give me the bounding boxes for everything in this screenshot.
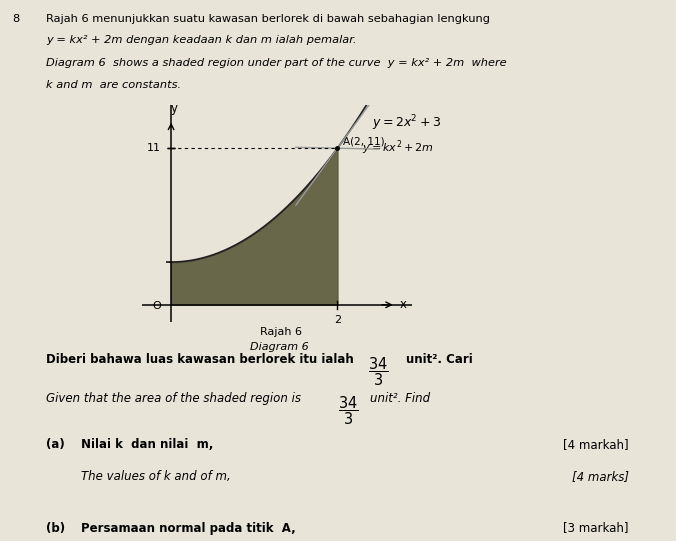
Text: Diagram 6  shows a shaded region under part of the curve  y = kx² + 2m  where: Diagram 6 shows a shaded region under pa… — [46, 58, 506, 68]
Text: A(2, 11): A(2, 11) — [343, 137, 385, 147]
Text: O: O — [152, 301, 161, 311]
Text: Diberi bahawa luas kawasan berlorek itu ialah: Diberi bahawa luas kawasan berlorek itu … — [46, 353, 354, 366]
Text: 2: 2 — [334, 315, 341, 325]
Text: Persamaan normal pada titik  A,: Persamaan normal pada titik A, — [81, 522, 296, 535]
Text: [4 markah]: [4 markah] — [563, 438, 629, 451]
Text: $y = kx^2 + 2m$: $y = kx^2 + 2m$ — [362, 138, 433, 156]
Text: The values of k and of m,: The values of k and of m, — [81, 470, 231, 483]
Text: $y = 2x^2 + 3$: $y = 2x^2 + 3$ — [372, 114, 441, 133]
Text: (b): (b) — [46, 522, 65, 535]
Text: Given that the area of the shaded region is: Given that the area of the shaded region… — [46, 392, 301, 405]
Text: Rajah 6 menunjukkan suatu kawasan berlorek di bawah sebahagian lengkung: Rajah 6 menunjukkan suatu kawasan berlor… — [46, 14, 490, 23]
Text: Nilai k  dan nilai  m,: Nilai k dan nilai m, — [81, 438, 214, 451]
Text: x: x — [400, 298, 407, 311]
Text: $\dfrac{34}{3}$: $\dfrac{34}{3}$ — [338, 394, 358, 427]
Text: unit². Cari: unit². Cari — [406, 353, 473, 366]
Text: $\dfrac{34}{3}$: $\dfrac{34}{3}$ — [368, 355, 389, 388]
Text: 8: 8 — [12, 14, 20, 23]
Text: unit². Find: unit². Find — [370, 392, 431, 405]
Text: y: y — [171, 102, 178, 115]
Text: Rajah 6: Rajah 6 — [260, 327, 302, 337]
Text: [4 marks]: [4 marks] — [572, 470, 629, 483]
Text: k and m  are constants.: k and m are constants. — [46, 80, 181, 89]
Text: (a): (a) — [46, 438, 65, 451]
Text: Diagram 6: Diagram 6 — [250, 342, 309, 352]
Text: [3 markah]: [3 markah] — [563, 522, 629, 535]
Text: 11: 11 — [147, 143, 161, 153]
Text: y = kx² + 2m dengan keadaan k dan m ialah pemalar.: y = kx² + 2m dengan keadaan k dan m iala… — [46, 35, 356, 45]
